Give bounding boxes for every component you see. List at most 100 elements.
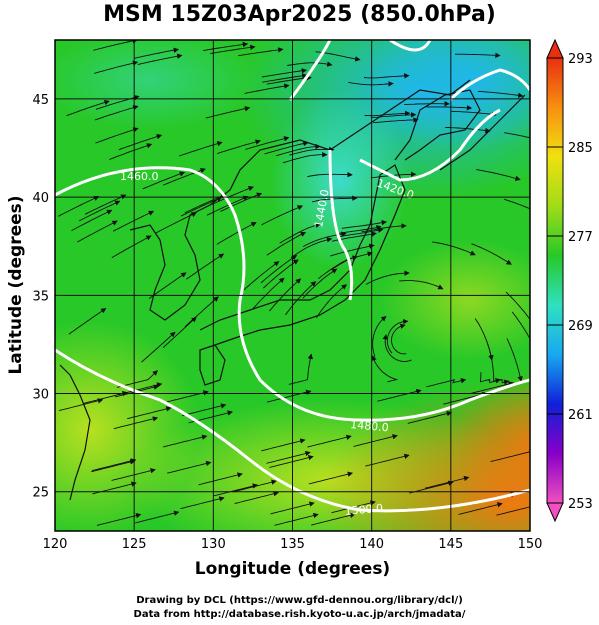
streamline bbox=[308, 471, 354, 485]
streamline bbox=[316, 284, 348, 319]
x-tick-label: 145 bbox=[438, 537, 463, 552]
streamline bbox=[217, 139, 261, 155]
streamline bbox=[206, 195, 249, 216]
streamline bbox=[211, 186, 254, 205]
streamline bbox=[180, 196, 223, 217]
streamline bbox=[506, 338, 523, 382]
streamline bbox=[238, 47, 284, 57]
streamline bbox=[243, 261, 280, 291]
coastline-honshu bbox=[199, 164, 406, 346]
x-tick-label: 140 bbox=[359, 537, 384, 552]
colorbar-tick-label: 261 bbox=[568, 408, 593, 423]
streamline bbox=[142, 171, 186, 190]
streamline bbox=[511, 311, 530, 340]
streamline bbox=[353, 434, 398, 447]
streamline bbox=[111, 468, 156, 481]
streamline bbox=[312, 195, 358, 203]
colorbar-tick-label: 277 bbox=[568, 230, 593, 245]
streamline bbox=[458, 502, 503, 515]
streamline bbox=[216, 222, 257, 245]
streamline bbox=[198, 472, 243, 486]
streamline bbox=[91, 459, 136, 473]
colorbar-tick-label: 253 bbox=[568, 497, 593, 512]
x-tick-label: 120 bbox=[43, 537, 68, 552]
streamline bbox=[93, 60, 139, 74]
x-axis-ticks: 120 125 130 135 140 145 150 bbox=[43, 537, 543, 552]
streamline bbox=[274, 512, 319, 526]
streamline bbox=[77, 220, 118, 243]
streamline bbox=[162, 434, 208, 448]
streamline bbox=[68, 307, 107, 335]
streamline bbox=[478, 90, 524, 98]
streamline bbox=[109, 143, 153, 160]
streamline bbox=[71, 209, 113, 231]
streamline bbox=[261, 438, 306, 452]
contour-label: 1480.0 bbox=[350, 418, 389, 434]
streamline bbox=[117, 382, 163, 396]
streamline bbox=[341, 219, 387, 229]
streamline bbox=[496, 506, 530, 516]
streamline bbox=[487, 343, 501, 384]
colorbar-top-arrow bbox=[546, 38, 564, 59]
y-tick-label: 30 bbox=[32, 388, 49, 403]
streamline bbox=[245, 136, 290, 150]
streamline bbox=[113, 416, 159, 430]
streamline bbox=[503, 198, 530, 210]
colorbar-tick-label: 293 bbox=[568, 52, 593, 67]
streamline bbox=[112, 210, 155, 232]
streamline bbox=[276, 143, 321, 157]
colorbar: 293 285 277 269 261 253 bbox=[546, 38, 593, 523]
streamline bbox=[266, 231, 307, 256]
streamline bbox=[269, 454, 314, 468]
streamline bbox=[290, 237, 333, 258]
streamline bbox=[311, 512, 356, 526]
streamline bbox=[134, 47, 180, 59]
contour-1420-north bbox=[389, 40, 432, 52]
coastline-kurils bbox=[439, 94, 526, 171]
x-tick-label: 125 bbox=[122, 537, 147, 552]
streamline bbox=[184, 296, 219, 328]
colorbar-ticks: 293 285 277 269 261 253 bbox=[547, 52, 593, 512]
streamline bbox=[167, 460, 212, 474]
streamline bbox=[96, 513, 142, 526]
streamline bbox=[261, 205, 304, 226]
streamline bbox=[307, 434, 352, 448]
streamline bbox=[95, 127, 139, 144]
cool-trough bbox=[270, 90, 410, 270]
streamline bbox=[84, 194, 127, 215]
streamline bbox=[279, 222, 321, 244]
coastline-kyushu bbox=[199, 344, 226, 386]
streamline bbox=[426, 105, 473, 111]
streamline bbox=[479, 372, 510, 385]
x-tick-label: 130 bbox=[201, 537, 226, 552]
streamline bbox=[373, 117, 419, 124]
streamline bbox=[469, 381, 515, 395]
streamline bbox=[285, 281, 317, 316]
streamline bbox=[289, 146, 335, 156]
streamline bbox=[490, 449, 530, 463]
streamline bbox=[58, 196, 100, 217]
streamline bbox=[432, 241, 476, 256]
streamline bbox=[232, 479, 277, 493]
streamline bbox=[377, 388, 422, 402]
streamline bbox=[79, 200, 121, 222]
contour-1440-trough bbox=[328, 149, 354, 301]
height-contours bbox=[55, 40, 530, 513]
streamline bbox=[118, 134, 163, 151]
streamline bbox=[134, 510, 180, 524]
streamline bbox=[399, 280, 444, 290]
streamline bbox=[471, 243, 512, 265]
x-tick-label: 150 bbox=[518, 537, 543, 552]
streamline bbox=[264, 140, 309, 155]
streamline bbox=[210, 44, 256, 54]
credit-data: Data from http://database.rish.kyoto-u.a… bbox=[133, 609, 466, 620]
streamline bbox=[505, 291, 530, 321]
plot-frame bbox=[54, 39, 531, 532]
streamline bbox=[181, 403, 227, 417]
coastlines bbox=[59, 79, 526, 501]
streamline bbox=[111, 235, 152, 259]
streamline bbox=[445, 126, 491, 134]
streamline bbox=[386, 318, 409, 354]
contour-label: 1500.0 bbox=[344, 502, 383, 518]
